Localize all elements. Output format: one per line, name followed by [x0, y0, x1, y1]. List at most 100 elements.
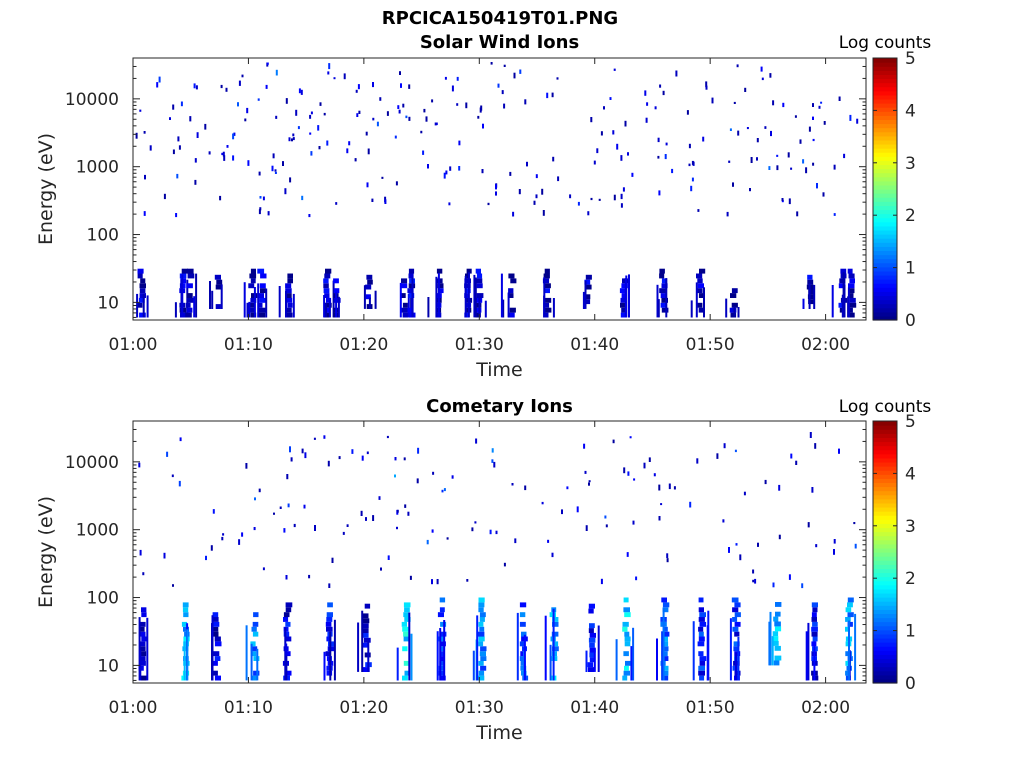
data-bin [443, 172, 446, 179]
data-bin [214, 636, 221, 642]
data-bin [401, 621, 407, 627]
data-bin [552, 608, 555, 681]
data-bin [464, 312, 470, 318]
data-bin [212, 509, 215, 514]
data-bin [399, 282, 402, 318]
data-bin [287, 503, 290, 508]
data-bin [285, 651, 291, 657]
data-bin [809, 432, 812, 438]
data-bin [212, 660, 218, 666]
data-bin [327, 460, 330, 467]
data-bin [665, 142, 668, 146]
data-bin [513, 72, 516, 79]
data-bin [702, 136, 705, 142]
colorbar-segment [873, 152, 897, 157]
data-bin [431, 99, 434, 103]
data-bin [195, 85, 198, 90]
data-bin [627, 152, 629, 156]
data-bin [386, 435, 389, 439]
data-bin [698, 626, 704, 632]
data-bin [728, 547, 730, 553]
data-bin [140, 660, 146, 666]
data-bin [140, 278, 146, 284]
plot-frame [132, 57, 867, 321]
data-bin [372, 515, 375, 521]
data-bin [458, 140, 461, 146]
data-bin [658, 516, 661, 521]
data-bin [734, 602, 741, 608]
colorbar-segment [873, 453, 897, 459]
colorbar-segment [873, 621, 897, 627]
data-bin [808, 283, 811, 309]
data-bin [691, 177, 694, 182]
data-bin [628, 274, 630, 318]
colorbar-segment [873, 107, 897, 112]
plot-frame [132, 420, 867, 684]
data-bin [546, 92, 549, 99]
colorbar-tick-label: 0 [905, 311, 916, 331]
colorbar-tick-label: 4 [905, 101, 916, 121]
data-bin [711, 97, 714, 104]
data-bin [434, 122, 437, 126]
data-bin [394, 474, 396, 478]
y-tick-label: 10 [97, 293, 119, 313]
data-bin [364, 603, 371, 609]
data-bin [427, 297, 430, 318]
data-bin [478, 660, 484, 666]
data-bin [289, 446, 291, 453]
data-bin [475, 312, 481, 318]
colorbar-segment [873, 523, 897, 529]
data-bin [328, 63, 331, 70]
data-bin [731, 597, 739, 603]
data-bin [408, 293, 415, 298]
data-bin [436, 631, 439, 681]
data-bin [544, 268, 550, 274]
data-bin [533, 200, 536, 205]
data-bin [317, 125, 320, 131]
data-bin [402, 302, 408, 308]
data-bin [456, 103, 459, 106]
data-bin [283, 528, 286, 533]
data-bin [356, 113, 359, 117]
colorbar-segment [873, 633, 897, 639]
data-bin [181, 274, 184, 318]
colorbar-segment [873, 461, 897, 467]
data-bin [587, 211, 590, 216]
data-bin [697, 641, 705, 647]
data-bin [584, 470, 587, 474]
data-bin [502, 299, 505, 318]
data-bin [259, 196, 262, 199]
data-bin [749, 188, 751, 192]
data-bin [343, 73, 346, 80]
data-bin [408, 116, 411, 121]
data-bin [622, 187, 625, 192]
colorbar-segment [873, 445, 897, 451]
data-bin [666, 558, 669, 563]
colorbar-segment [873, 221, 897, 227]
x-tick-label: 01:50 [686, 335, 735, 355]
data-bin [544, 297, 552, 303]
data-bin [407, 307, 413, 313]
data-bin [178, 145, 181, 150]
data-bin [169, 117, 171, 120]
colorbar-segment [873, 193, 897, 198]
data-bin [623, 651, 629, 657]
data-bin [250, 278, 256, 284]
data-bin [143, 211, 146, 216]
data-bin [743, 491, 746, 496]
data-bin [361, 610, 364, 672]
data-bin [182, 607, 189, 613]
colorbar-segment [873, 515, 897, 520]
data-bin [615, 639, 618, 681]
colorbar-segment [873, 225, 897, 231]
colorbar-segment [873, 115, 897, 120]
data-bin [544, 307, 552, 313]
data-bin [752, 579, 755, 583]
data-bin [361, 455, 364, 461]
data-bin [512, 211, 515, 217]
data-bin [141, 636, 148, 642]
data-bin [823, 121, 826, 125]
data-bin [623, 670, 630, 676]
